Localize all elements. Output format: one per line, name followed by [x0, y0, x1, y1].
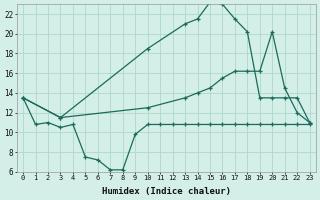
- X-axis label: Humidex (Indice chaleur): Humidex (Indice chaleur): [102, 187, 231, 196]
